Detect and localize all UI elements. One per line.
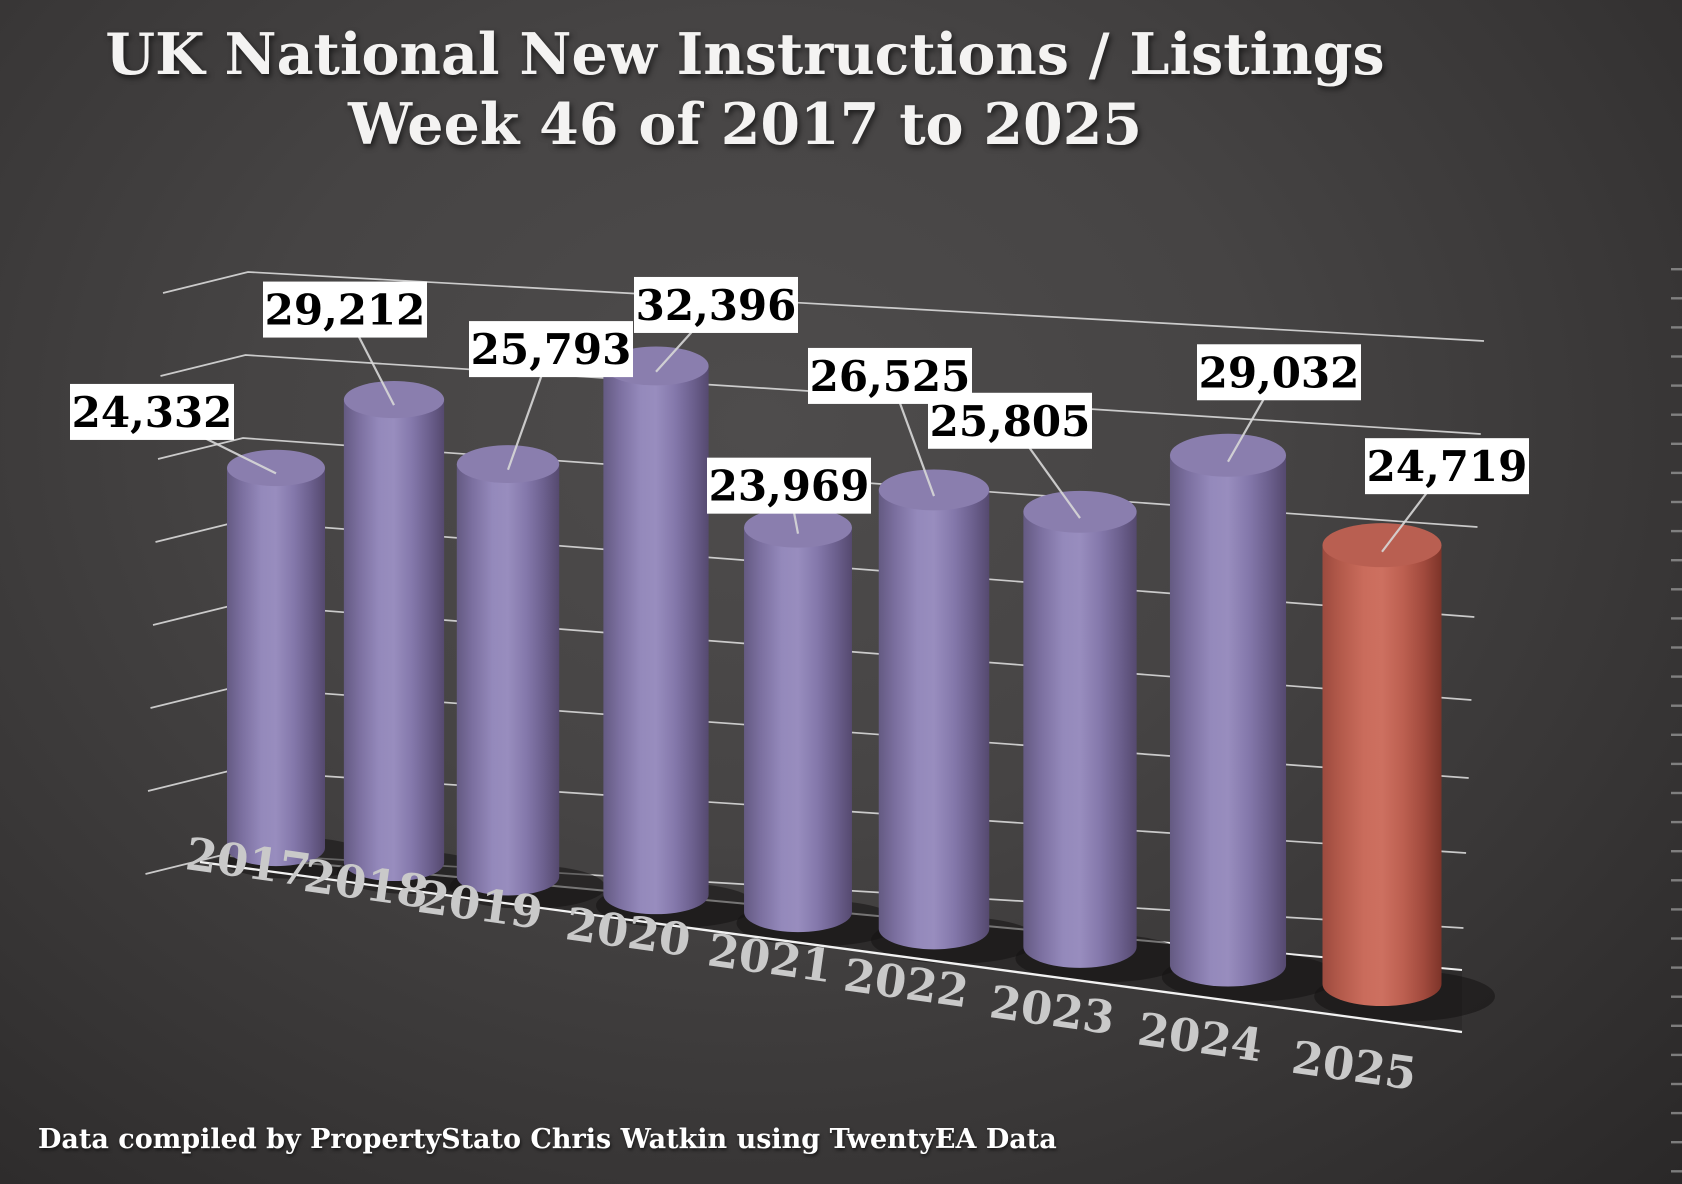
right-edge-tick [1671, 995, 1682, 998]
source-note: Data compiled by PropertyStato Chris Wat… [38, 1124, 1057, 1155]
bar-cylinder-2022 [878, 469, 990, 950]
right-edge-tick [1671, 733, 1682, 736]
data-label-box [634, 276, 798, 333]
cylinder-top [1322, 523, 1442, 568]
right-edge-tick [1671, 297, 1682, 300]
right-edge-tick [1671, 500, 1682, 504]
chart-title: UK National New Instructions / Listings … [0, 20, 1490, 159]
data-label-2018: 29,212 [263, 281, 427, 338]
right-edge-tick [1671, 646, 1682, 649]
cylinder-top [1023, 490, 1137, 533]
data-label-2024: 29,032 [1197, 344, 1361, 401]
right-edge-tick [1671, 617, 1682, 620]
right-edge-tick [1671, 791, 1682, 795]
bar-cylinder-2017 [227, 449, 325, 867]
right-edge-tick [1671, 1024, 1682, 1027]
right-edge-tick [1671, 820, 1682, 824]
right-edge-tick [1671, 588, 1682, 591]
right-edge-tick [1671, 529, 1682, 533]
floor-front-edge [199, 860, 1463, 1034]
right-edge-tick [1671, 1141, 1682, 1144]
bar-cylinder-2019 [456, 445, 560, 896]
right-edge-tick [1671, 704, 1682, 707]
year-label-2024: 2024 [1134, 1002, 1265, 1072]
right-edge-tick [1671, 762, 1682, 766]
cylinder-body [343, 399, 445, 882]
data-label-value: 29,032 [1199, 348, 1360, 397]
data-label-2017: 24,332 [70, 383, 234, 440]
cylinder-body [603, 365, 709, 915]
right-edge-tick [1671, 1111, 1682, 1115]
cylinder-top [456, 445, 560, 484]
right-edge-tick [1671, 326, 1682, 329]
right-edge-tick [1671, 559, 1682, 562]
cylinder-top [343, 381, 445, 419]
data-label-value: 29,212 [265, 286, 426, 335]
bar-cylinder-2024 [1169, 433, 1287, 987]
year-label-2023: 2023 [986, 975, 1117, 1045]
right-edge-tick [1671, 442, 1682, 445]
right-edge-tick [1671, 1082, 1682, 1086]
cylinder-body [744, 527, 852, 933]
cylinder-top [1169, 433, 1287, 477]
cylinder-top [227, 449, 325, 487]
data-label-box [1197, 344, 1361, 401]
right-edge-tick [1671, 471, 1682, 475]
data-label-value: 24,719 [1367, 442, 1528, 491]
cylinder-body [227, 467, 325, 867]
right-edge-tick [1671, 355, 1682, 358]
right-edge-tick [1671, 384, 1682, 387]
cylinder-body [1322, 545, 1442, 1007]
data-label-value: 26,525 [810, 352, 971, 401]
data-label-box [707, 457, 871, 514]
cylinder-top [744, 507, 852, 548]
right-edge-tick [1671, 850, 1682, 853]
cylinder-body [1023, 511, 1137, 968]
cylinder-top [878, 469, 990, 511]
right-edge-tick [1671, 675, 1682, 678]
chart-title-line1: UK National New Instructions / Listings [105, 21, 1385, 88]
year-label-2025: 2025 [1288, 1031, 1419, 1101]
gridline [162, 271, 1485, 342]
data-label-value: 24,332 [72, 388, 233, 437]
bar-cylinder-2020 [603, 346, 709, 915]
bar-cylinder-2021 [744, 507, 852, 933]
data-label-box [1365, 438, 1529, 495]
data-label-value: 23,969 [709, 462, 870, 511]
data-label-box [928, 392, 1092, 449]
data-label-2025: 24,719 [1365, 438, 1529, 495]
right-edge-tick [1671, 937, 1682, 940]
data-label-2020: 32,396 [634, 276, 798, 333]
data-label-value: 32,396 [636, 281, 797, 330]
right-edge-tick [1671, 413, 1682, 416]
data-label-box [263, 281, 427, 338]
data-label-box [70, 383, 234, 440]
right-edge-tick [1671, 908, 1682, 911]
chart-title-line2: Week 46 of 2017 to 2025 [347, 90, 1143, 158]
data-label-box [469, 321, 633, 378]
cylinder-body [1169, 455, 1287, 987]
cylinder-body [878, 489, 990, 950]
right-edge-tick [1671, 879, 1682, 882]
right-edge-tick [1671, 268, 1682, 271]
cylinder-body [456, 464, 560, 896]
bar-cylinder-2023 [1023, 490, 1137, 968]
data-label-2021: 23,969 [707, 457, 871, 514]
data-label-2019: 25,793 [469, 321, 633, 378]
data-label-value: 25,805 [930, 397, 1091, 446]
right-edge-tick [1671, 1053, 1682, 1057]
bar-cylinder-2025 [1322, 523, 1442, 1007]
data-label-2023: 25,805 [928, 392, 1092, 449]
right-edge-tick [1671, 966, 1682, 969]
data-label-value: 25,793 [471, 325, 632, 374]
right-edge-tick [1671, 1170, 1682, 1173]
bar-cylinder-2018 [343, 381, 445, 882]
